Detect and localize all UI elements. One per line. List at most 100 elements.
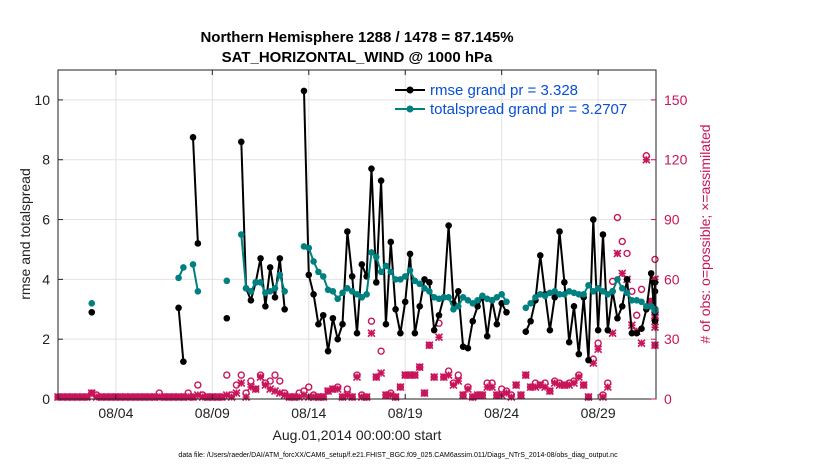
y-tick-label-left: 0 xyxy=(42,391,50,407)
x-tick-label: 08/04 xyxy=(98,405,133,421)
spread-point xyxy=(372,253,380,261)
spread-point xyxy=(454,302,462,310)
y-tick-label-right: 30 xyxy=(664,331,680,347)
rmse-point xyxy=(551,294,559,301)
spread-point xyxy=(561,291,568,298)
rmse-point xyxy=(546,326,554,334)
legend-rmse-marker xyxy=(406,86,414,94)
obs-possible-point xyxy=(276,377,284,385)
rmse-point xyxy=(276,255,284,262)
spread-point xyxy=(426,288,433,295)
right-axis-ticks: 0 30 60 90 120 150 xyxy=(651,92,688,407)
spread-point xyxy=(479,292,486,300)
spread-point xyxy=(247,288,255,295)
spread-point xyxy=(609,288,616,295)
left-axis-label: rmse and totalspread xyxy=(17,168,33,300)
obs-assimilated-point xyxy=(642,155,651,164)
spread-point xyxy=(604,291,612,298)
y-tick-label-left: 2 xyxy=(42,331,50,347)
rmse-point xyxy=(445,222,452,229)
spread-point xyxy=(464,297,472,304)
spread-point xyxy=(353,291,361,298)
spread-point xyxy=(580,291,587,298)
rmse-point xyxy=(628,329,636,337)
spread-point xyxy=(242,285,250,292)
y-tick-label-right: 0 xyxy=(664,391,672,407)
obs-assimilated-point xyxy=(352,373,362,382)
spread-point xyxy=(401,273,409,280)
rmse-point xyxy=(368,165,375,172)
chart-title-line1: Northern Hemisphere 1288 / 1478 = 87.145… xyxy=(200,29,513,46)
rmse-point xyxy=(189,133,197,141)
spread-point xyxy=(281,288,288,295)
rmse-point xyxy=(430,326,438,334)
obs-assimilated-point xyxy=(87,388,96,398)
obs-possible-point xyxy=(651,255,659,264)
rmse-point xyxy=(599,231,607,238)
obs-assimilated-point xyxy=(637,339,646,348)
rmse-point xyxy=(324,347,332,355)
rmse-point xyxy=(262,302,269,310)
spread-point xyxy=(315,268,322,276)
spread-point xyxy=(450,305,457,313)
rmse-point xyxy=(483,332,491,340)
rmse-point xyxy=(401,298,409,306)
y-tick-label-right: 150 xyxy=(664,92,688,108)
rmse-point xyxy=(339,320,346,328)
obs-assimilated-point xyxy=(256,373,265,382)
spread-point xyxy=(594,285,602,292)
rmse-point xyxy=(319,311,327,319)
spread-point xyxy=(194,288,202,295)
obs-assimilated-point xyxy=(444,371,453,380)
obs-assimilated-point xyxy=(425,341,434,350)
obs-possible-point xyxy=(194,381,202,389)
rmse-point xyxy=(464,344,472,352)
rmse-point xyxy=(594,326,602,334)
rmse-point xyxy=(614,314,621,322)
rmse-point xyxy=(416,302,423,310)
obs-assimilated-point xyxy=(430,373,439,382)
spread-point xyxy=(319,273,327,280)
spread-point xyxy=(651,305,659,313)
obs-assimilated-point xyxy=(261,380,270,390)
obs-assimilated-point xyxy=(415,363,424,372)
spread-point xyxy=(623,289,631,297)
left-axis-ticks: 0 2 4 6 8 10 xyxy=(34,92,63,407)
obs-assimilated-point xyxy=(650,341,660,350)
spread-point xyxy=(397,276,404,283)
spread-point xyxy=(358,294,366,301)
rmse-point xyxy=(474,302,481,310)
spread-point xyxy=(392,276,399,283)
rmse-point xyxy=(411,329,419,337)
spread-point xyxy=(252,279,260,286)
rmse-point xyxy=(585,356,592,364)
rmse-point xyxy=(353,329,361,337)
spread-point xyxy=(368,249,375,256)
rmse-point xyxy=(334,335,342,343)
rmse-point xyxy=(175,304,182,312)
series-lines xyxy=(88,87,659,365)
rmse-point xyxy=(604,326,612,334)
spread-point xyxy=(474,297,481,304)
legend-spread-label: totalspread grand pr = 3.2707 xyxy=(430,101,627,118)
x-axis-ticks: 08/04 08/09 08/14 08/19 08/24 08/29 xyxy=(98,70,616,421)
rmse-point xyxy=(344,228,351,235)
obs-assimilated-point xyxy=(650,323,660,332)
obs-assimilated-point xyxy=(574,373,583,382)
rmse-line-segment xyxy=(177,307,185,362)
spread-point xyxy=(493,294,501,301)
spread-point xyxy=(541,292,549,300)
rmse-point xyxy=(180,358,187,365)
spread-point xyxy=(180,264,187,271)
x-tick-label: 08/29 xyxy=(581,405,616,421)
rmse-point xyxy=(281,305,288,313)
legend-rmse-label: rmse grand pr = 3.328 xyxy=(430,82,578,99)
spread-point xyxy=(575,291,583,298)
rmse-point xyxy=(651,317,659,325)
obs-assimilated-point xyxy=(618,269,627,278)
spread-point xyxy=(628,297,636,304)
rmse-point xyxy=(633,329,641,337)
x-tick-label: 08/14 xyxy=(291,405,326,421)
spread-point xyxy=(527,299,534,307)
